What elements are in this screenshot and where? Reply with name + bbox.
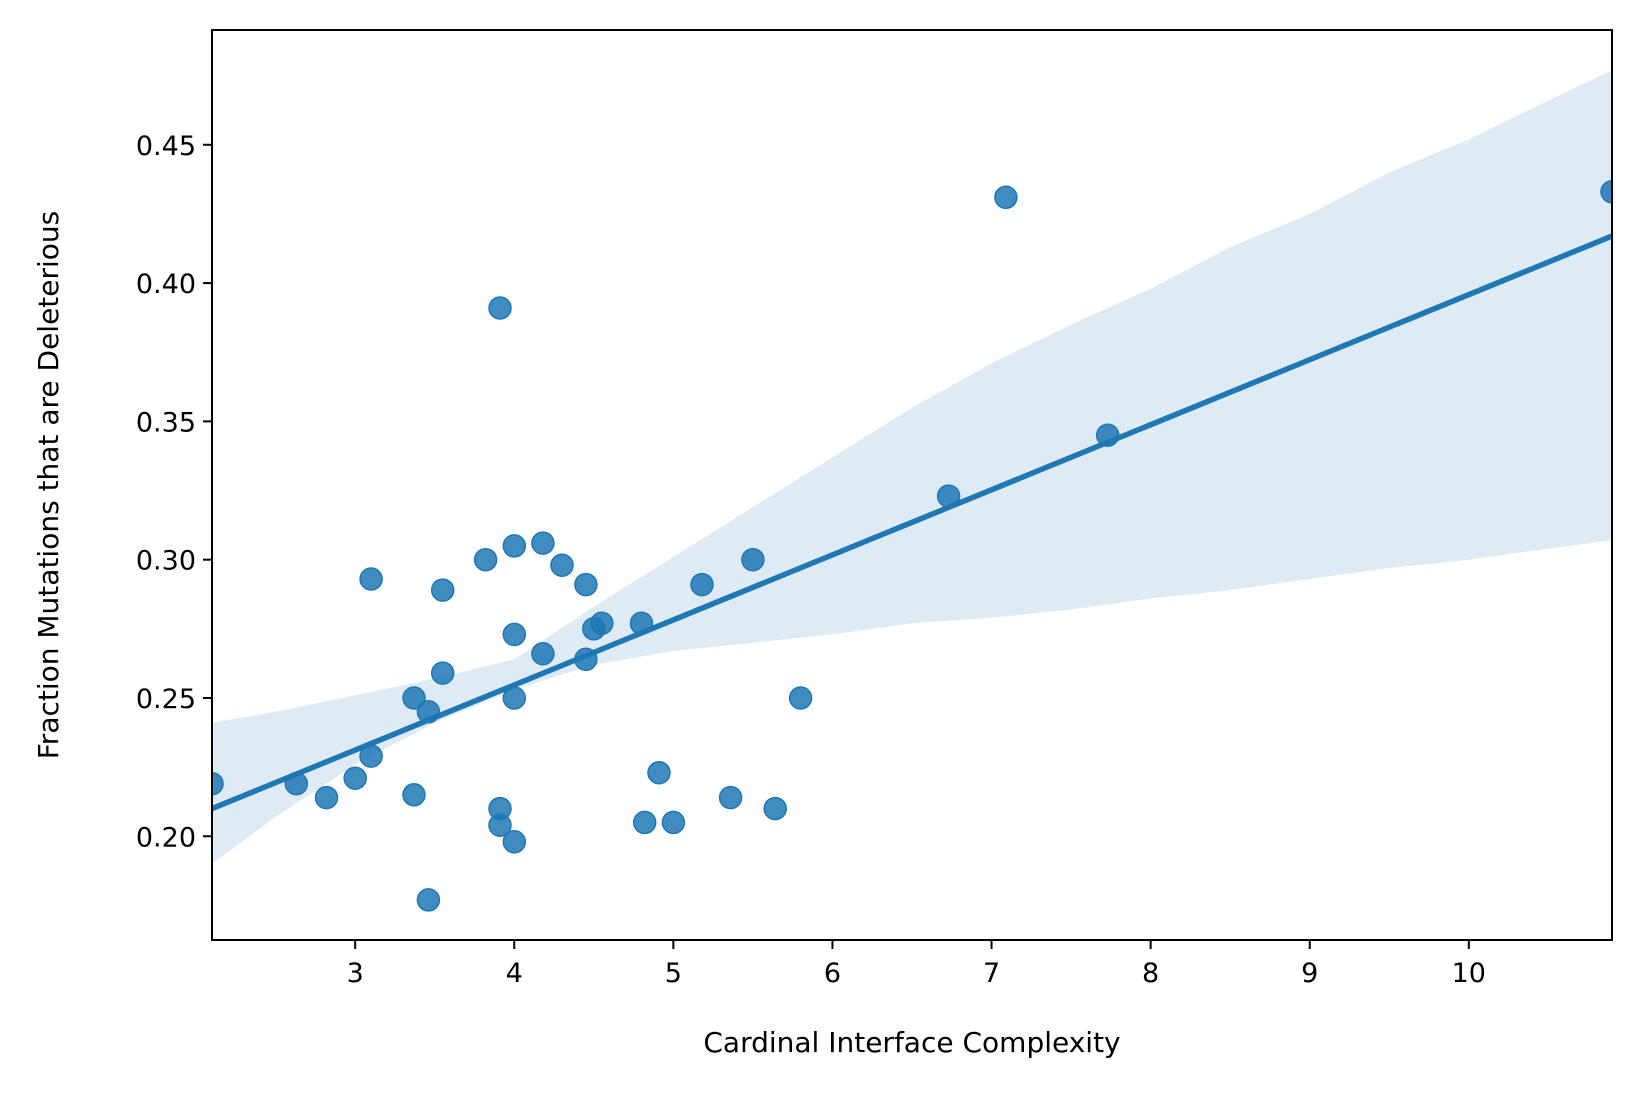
y-tick-label: 0.35 xyxy=(136,407,196,438)
x-axis-ticks: 3 4 5 6 7 8 9 10 xyxy=(347,940,1486,989)
data-points-layer xyxy=(212,180,1612,912)
data-point xyxy=(314,785,339,810)
data-point xyxy=(531,531,555,555)
x-tick-label: 9 xyxy=(1301,958,1318,989)
data-point xyxy=(741,547,765,572)
x-tick-label: 5 xyxy=(665,958,682,989)
data-point xyxy=(473,547,498,572)
data-point xyxy=(488,296,512,320)
data-point xyxy=(488,813,512,837)
y-tick-label: 0.30 xyxy=(136,546,196,577)
regression-line xyxy=(212,233,1612,812)
data-point xyxy=(647,760,671,785)
data-point xyxy=(590,611,614,636)
confidence-band xyxy=(212,70,1612,864)
data-point xyxy=(402,686,426,710)
x-tick-label: 10 xyxy=(1452,958,1486,989)
data-point xyxy=(574,572,598,597)
data-point xyxy=(936,484,961,508)
data-point xyxy=(502,830,527,854)
regression-line-layer xyxy=(212,233,1612,812)
data-point xyxy=(359,567,383,591)
x-tick-label: 4 xyxy=(506,958,523,989)
data-point xyxy=(1095,423,1120,447)
data-point xyxy=(632,810,657,835)
data-point xyxy=(212,771,224,796)
data-point xyxy=(994,185,1018,210)
y-tick-label: 0.40 xyxy=(136,269,196,300)
x-tick-label: 7 xyxy=(983,958,1000,989)
y-axis-label: Fraction Mutations that are Deleterious xyxy=(32,211,65,760)
y-tick-label: 0.20 xyxy=(136,822,196,853)
y-tick-label: 0.45 xyxy=(136,131,196,162)
y-tick-label: 0.25 xyxy=(136,684,196,715)
data-point xyxy=(402,783,426,807)
data-point xyxy=(284,771,309,796)
data-point xyxy=(661,810,686,835)
confidence-band-layer xyxy=(212,70,1612,864)
axes-frame xyxy=(211,29,1613,941)
data-point xyxy=(763,796,787,821)
y-axis-ticks: 0.20 0.25 0.30 0.35 0.40 0.45 xyxy=(136,131,212,853)
x-axis-label: Cardinal Interface Complexity xyxy=(703,1026,1120,1059)
data-point xyxy=(430,578,455,602)
data-point xyxy=(1600,180,1612,204)
x-tick-label: 8 xyxy=(1142,958,1159,989)
data-point xyxy=(502,534,527,558)
data-point xyxy=(416,888,441,912)
data-point xyxy=(550,553,574,577)
x-tick-label: 6 xyxy=(824,958,841,989)
data-point xyxy=(531,641,555,666)
data-point xyxy=(629,611,654,636)
data-point xyxy=(416,700,441,724)
data-point xyxy=(718,785,743,810)
data-point xyxy=(359,744,383,768)
data-point xyxy=(343,766,367,790)
data-point xyxy=(788,686,813,710)
data-point xyxy=(502,686,527,710)
data-point xyxy=(690,572,714,597)
data-point xyxy=(574,647,598,672)
data-point xyxy=(430,661,455,685)
x-tick-label: 3 xyxy=(347,958,364,989)
data-point xyxy=(502,622,527,647)
